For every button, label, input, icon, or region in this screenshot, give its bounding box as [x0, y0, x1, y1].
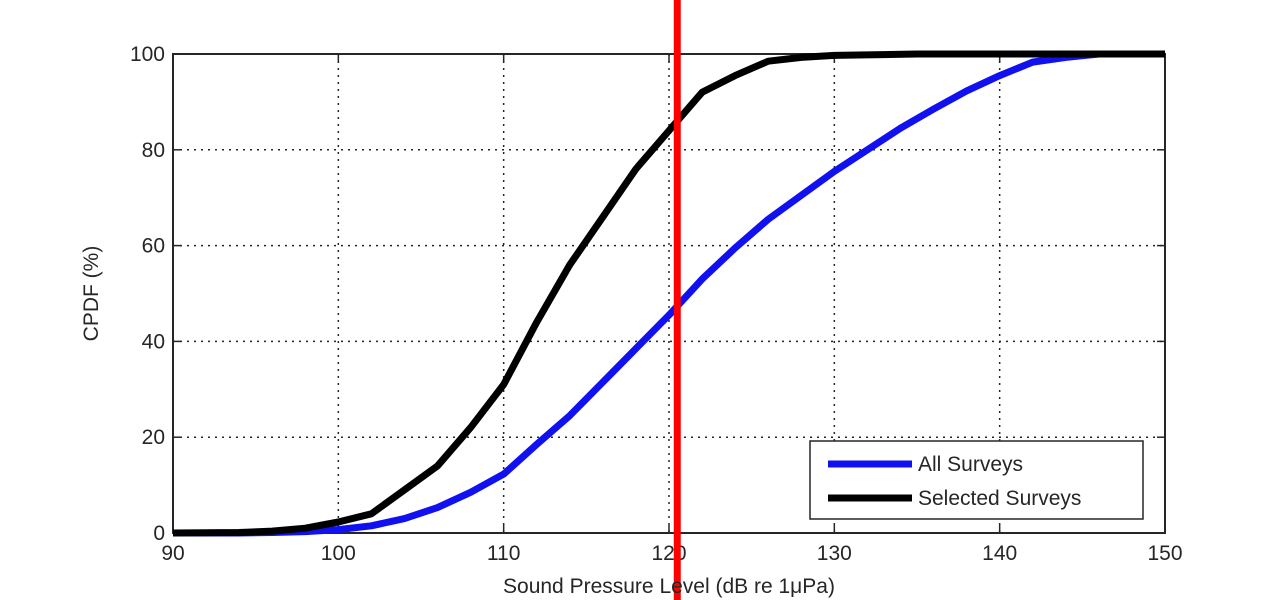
x-tick-label: 140	[982, 542, 1017, 565]
legend: All Surveys Selected Surveys	[809, 440, 1144, 520]
legend-entries: All Surveys Selected Surveys	[828, 453, 1081, 510]
x-tick-label: 100	[321, 542, 356, 565]
x-tick-labels: 90 100 110 120 130 140 150	[161, 542, 1182, 565]
x-tick-label: 110	[487, 542, 520, 565]
x-tick-label: 150	[1147, 542, 1182, 565]
legend-box	[809, 440, 1144, 520]
x-axis-title: Sound Pressure Level (dB re 1μPa)	[503, 575, 835, 598]
x-tick-label: 120	[651, 542, 686, 565]
y-tick-label: 80	[142, 139, 165, 162]
y-tick-label: 40	[142, 330, 165, 353]
y-tick-label: 20	[142, 426, 165, 449]
legend-label-all-surveys: All Surveys	[918, 453, 1023, 476]
tick-marks	[172, 53, 1166, 534]
series-line-all-surveys	[173, 50, 1165, 537]
y-tick-label: 0	[153, 522, 165, 545]
x-tick-label: 130	[817, 542, 852, 565]
legend-label-selected-surveys: Selected Surveys	[918, 487, 1081, 510]
y-tick-labels: 0 20 40 60 80 100	[130, 43, 165, 545]
x-tick-label: 90	[161, 542, 184, 565]
y-tick-label: 100	[130, 43, 165, 66]
series-line-selected-surveys	[172, 50, 1165, 537]
y-tick-label: 60	[142, 235, 165, 258]
y-axis-title: CPDF (%)	[80, 246, 103, 342]
series-lines	[172, 50, 1165, 537]
